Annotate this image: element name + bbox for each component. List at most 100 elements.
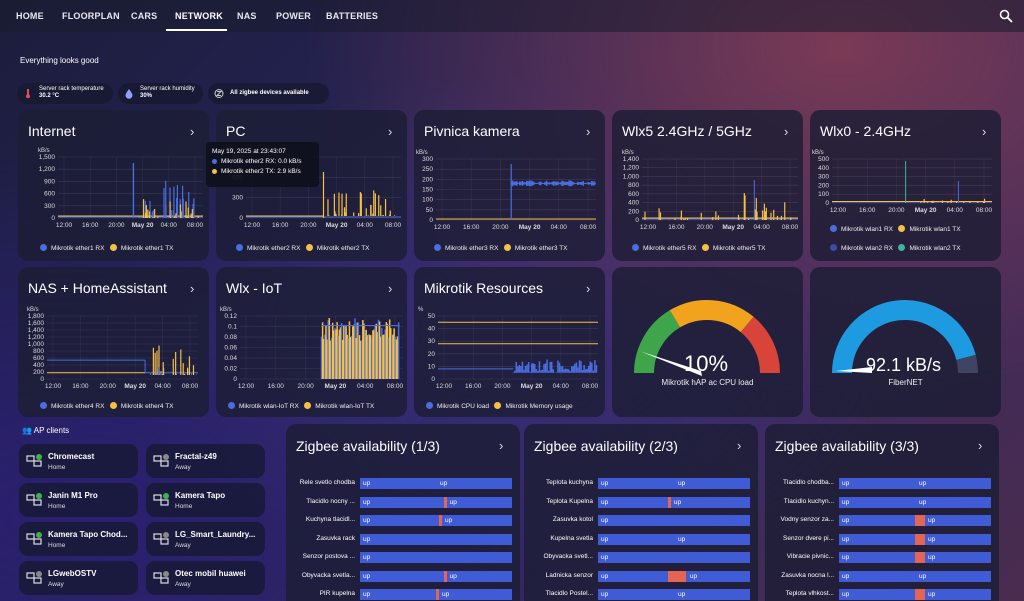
chevron-right-icon[interactable]: › [784, 124, 789, 139]
ap-client[interactable]: Chromecast Home [19, 444, 138, 478]
ap-client[interactable]: Janin M1 Pro Home [19, 483, 138, 517]
chevron-right-icon[interactable]: › [388, 124, 393, 139]
chevron-right-icon[interactable]: › [982, 124, 987, 139]
ap-client[interactable]: Fractal-z49 Away [146, 444, 265, 478]
lan-connected-icon [153, 493, 169, 506]
legend-label: Mikrotik ether5 TX [712, 245, 766, 252]
tab-power[interactable]: POWER [276, 11, 312, 21]
legend-label: Mikrotik wlan-IoT RX [239, 403, 299, 410]
availability-bar[interactable]: up [598, 552, 750, 563]
unit-label: kB/s [416, 150, 428, 156]
card-zigbee-availability[interactable]: Zigbee availability (2/3) › Teplota kuchyn… [524, 424, 758, 601]
availability-state: up [842, 498, 850, 506]
x-tick-label: 08:00 [782, 224, 799, 231]
y-tick-label: 0.1 [228, 324, 237, 331]
y-tick-label: 40 [428, 326, 436, 333]
legend-label: Mikrotik ether2 RX [247, 245, 301, 252]
availability-state: up [601, 591, 609, 598]
legend-label: Mikrotik ether3 RX [445, 245, 499, 252]
availability-bar[interactable]: up up [360, 589, 512, 600]
availability-bar[interactable]: up [360, 533, 512, 545]
chevron-right-icon[interactable]: › [499, 438, 504, 453]
availability-bar[interactable]: up up [839, 589, 991, 600]
chevron-right-icon[interactable]: › [190, 281, 195, 296]
chip-zigbee[interactable]: All zigbee devices available [208, 83, 329, 104]
chevron-right-icon[interactable]: › [978, 438, 983, 453]
legend: Mikrotik CPU load Mikrotik Memory usage [426, 402, 573, 410]
unavailable-segment [915, 515, 925, 526]
availability-bar[interactable]: up up [598, 570, 750, 582]
tab-home[interactable]: HOME [16, 11, 44, 21]
y-tick-label: 0 [635, 217, 639, 224]
availability-bar[interactable]: up up [598, 478, 750, 489]
lan-disconnected-icon [153, 571, 169, 584]
availability-bar[interactable]: up up [839, 533, 991, 545]
gauge-segment-orange [669, 300, 754, 333]
card-wlx0[interactable]: Wlx0 - 2.4GHz › kB/s 500 400 300 200 100 0 12:0… [810, 110, 1001, 261]
availability-bar[interactable]: up up [839, 496, 991, 508]
ap-client[interactable]: Otec mobil huawei Away [146, 561, 265, 595]
availability-bar[interactable]: up up [598, 589, 750, 600]
search-icon[interactable] [999, 9, 1013, 23]
card-wlx5[interactable]: Wlx5 2.4GHz / 5GHz › kB/s 1,400 1,200 1,000… [612, 110, 803, 261]
card-internet[interactable]: Internet › kB/s 1,500 1,200 900 600 300 0 12:00… [18, 110, 209, 261]
y-tick-label: 10 [428, 363, 436, 370]
zigbee-row: Zasuvka rack up [286, 533, 520, 545]
availability-bar[interactable]: up up [839, 478, 991, 489]
ap-clients-title: AP clients [33, 426, 70, 435]
card-zigbee-availability[interactable]: Zigbee availability (1/3) › Rele svetlo ch… [286, 424, 520, 601]
ap-client[interactable]: Kamera Tapo Chod... Home [19, 522, 138, 556]
tab-floorplan[interactable]: FLOORPLAN [62, 11, 120, 21]
x-tick-label: 16:00 [268, 383, 285, 390]
zigbee-device-name: Zasuvka rack [316, 534, 355, 542]
chip-humidity[interactable]: Server rack humidity 30% [118, 83, 203, 104]
card-cpu-gauge[interactable]: 10% Mikrotik hAP ac CPU load [612, 267, 803, 417]
card-title: Mikrotik Resources [424, 280, 544, 296]
chevron-right-icon[interactable]: › [586, 124, 591, 139]
card-title: PC [226, 123, 246, 139]
availability-bar[interactable]: up up [360, 515, 512, 526]
y-tick-label: 400 [628, 200, 639, 207]
x-tick-label: 08:00 [182, 383, 199, 390]
x-tick-label: 08:00 [976, 207, 993, 214]
chevron-right-icon[interactable]: › [190, 124, 195, 139]
zigbee-device-name: Tlacidlo Postel... [545, 590, 593, 597]
gauge-needle [836, 367, 872, 373]
availability-bar[interactable]: up up [360, 478, 512, 489]
y-tick-label: 0.06 [224, 345, 237, 352]
card-fibernet-gauge[interactable]: 92.1 kB/s FiberNET [810, 267, 1001, 417]
chevron-right-icon[interactable]: › [388, 281, 393, 296]
chevron-right-icon[interactable]: › [586, 281, 591, 296]
card-mikrotik-resources[interactable]: Mikrotik Resources › % 50 40 30 20 10 0 12:00 16… [414, 267, 605, 417]
card-nas-homeassistant[interactable]: NAS + HomeAssistant › kB/s 1,800 1,600 1,40… [18, 267, 209, 417]
tab-nas[interactable]: NAS [237, 11, 257, 21]
legend-dot [898, 244, 906, 251]
y-tick-label: 1,800 [28, 313, 45, 320]
availability-bar[interactable]: up up [839, 515, 991, 526]
ap-client[interactable]: LGwebOSTV Away [19, 561, 138, 595]
zigbee-row: Tlacidlo nocny ... up up [286, 496, 520, 508]
availability-bar[interactable]: up [360, 552, 512, 563]
availability-bar[interactable]: up up [839, 552, 991, 563]
availability-bar[interactable]: up up [598, 496, 750, 508]
availability-bar[interactable]: up up [360, 570, 512, 582]
card-wlx-iot[interactable]: Wlx - IoT › kB/s 0.12 0.1 0.08 0.06 0.04 0.02 0… [216, 267, 407, 417]
tab-batteries[interactable]: BATTERIES [326, 11, 379, 21]
chip-temperature[interactable]: Server rack temperature 30.2 °C [17, 83, 113, 104]
availability-bar[interactable]: up up [360, 496, 512, 508]
legend-label: Mikrotik wlan-IoT TX [315, 403, 375, 410]
ap-client[interactable]: LG_Smart_Laundry... Away [146, 522, 265, 556]
availability-bar[interactable]: up [598, 515, 750, 526]
y-tick-label: 100 [818, 191, 829, 198]
card-zigbee-availability[interactable]: Zigbee availability (3/3) › Tlacidlo chodb… [765, 424, 999, 601]
tab-network[interactable]: NETWORK [175, 11, 223, 21]
tab-cars[interactable]: CARS [131, 11, 158, 21]
availability-state: up [363, 554, 371, 561]
chevron-right-icon[interactable]: › [737, 438, 742, 453]
card-pivnica-kamera[interactable]: Pivnica kamera › kB/s 300 250 200 150 100 50 0 1… [414, 110, 605, 261]
availability-bar[interactable]: up up [839, 570, 991, 582]
availability-bar[interactable]: up up [598, 533, 750, 545]
zigbee-device-name: Zasuvka kotol [552, 516, 593, 523]
ap-client[interactable]: Kamera Tapo Home [146, 483, 265, 517]
